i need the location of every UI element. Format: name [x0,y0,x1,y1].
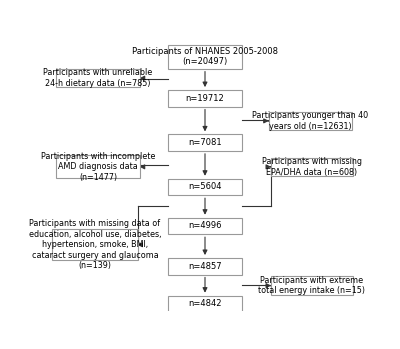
Text: Participants with extreme
total energy intake (n=15): Participants with extreme total energy i… [258,276,366,295]
FancyBboxPatch shape [168,45,242,69]
Text: Participants younger than 40
years old (n=12631): Participants younger than 40 years old (… [252,111,368,131]
Text: Participants with unreliable
24-h dietary data (n=785): Participants with unreliable 24-h dietar… [44,68,153,88]
Text: n=4996: n=4996 [188,222,222,230]
FancyBboxPatch shape [168,179,242,195]
Text: Participants with missing
EPA/DHA data (n=608): Participants with missing EPA/DHA data (… [262,157,362,177]
Text: Participants of NHANES 2005-2008
(n=20497): Participants of NHANES 2005-2008 (n=2049… [132,47,278,66]
FancyBboxPatch shape [271,276,353,295]
FancyBboxPatch shape [271,158,353,176]
FancyBboxPatch shape [56,155,140,178]
Text: Participants with incomplete
AMD diagnosis data
(n=1477): Participants with incomplete AMD diagnos… [41,152,155,182]
Text: n=4842: n=4842 [188,299,222,309]
FancyBboxPatch shape [52,229,138,260]
Text: Participants with missing data of
education, alcohol use, diabetes,
hypertension: Participants with missing data of educat… [29,220,161,270]
FancyBboxPatch shape [168,258,242,275]
FancyBboxPatch shape [168,296,242,312]
FancyBboxPatch shape [268,112,352,130]
FancyBboxPatch shape [168,134,242,151]
Text: n=19712: n=19712 [186,94,224,103]
Text: n=4857: n=4857 [188,262,222,271]
FancyBboxPatch shape [168,90,242,107]
FancyBboxPatch shape [56,69,140,87]
FancyBboxPatch shape [168,218,242,234]
Text: n=5604: n=5604 [188,183,222,192]
Text: n=7081: n=7081 [188,138,222,147]
